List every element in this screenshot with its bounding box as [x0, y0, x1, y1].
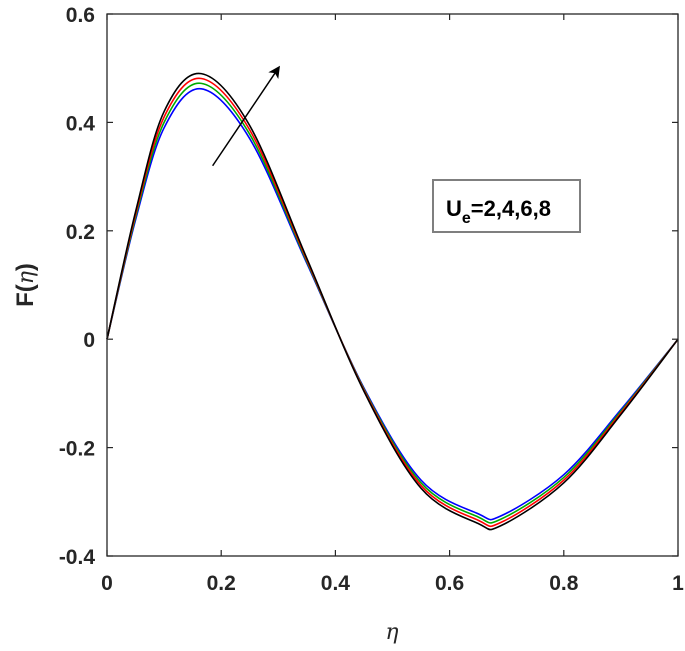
y-tick-label: 0 — [83, 329, 95, 352]
tick-layer — [106, 13, 679, 557]
x-tick-labels: 0 0.2 0.4 0.6 0.8 1 — [101, 572, 684, 595]
y-tick-label: 0.4 — [66, 112, 96, 135]
x-tick-label: 0.8 — [549, 572, 579, 595]
y-tick-labels: -0.4 -0.2 0 0.2 0.4 0.6 — [59, 4, 96, 569]
annotation-text-subscript: e — [462, 210, 471, 227]
x-tick-label: 0 — [101, 572, 113, 595]
annotation-text-rest: =2,4,6,8 — [471, 196, 551, 221]
y-tick-label: -0.2 — [59, 438, 95, 461]
y-tick-label: -0.4 — [59, 546, 96, 569]
series-line-4 — [106, 72, 679, 531]
annotation-text-main: U — [446, 196, 462, 221]
x-tick-label: 1 — [672, 572, 684, 595]
x-tick-label: 0.2 — [207, 572, 236, 595]
plot-background — [107, 14, 678, 556]
annotation-box-frame — [432, 179, 581, 233]
x-axis-label: η — [385, 620, 398, 645]
annotation-arrow — [212, 65, 280, 167]
plot-frame — [106, 13, 679, 557]
x-tick-label: 0.6 — [435, 572, 464, 595]
series-layer — [106, 72, 679, 531]
y-tick-label: 0.2 — [66, 221, 95, 244]
x-tick-label: 0.4 — [321, 572, 351, 595]
y-tick-label: 0.6 — [66, 4, 95, 27]
y-axis-label: F(η) — [12, 263, 39, 307]
annotation-box: Ue=2,4,6,8 — [432, 179, 581, 233]
annotation-text: Ue=2,4,6,8 — [446, 196, 551, 227]
